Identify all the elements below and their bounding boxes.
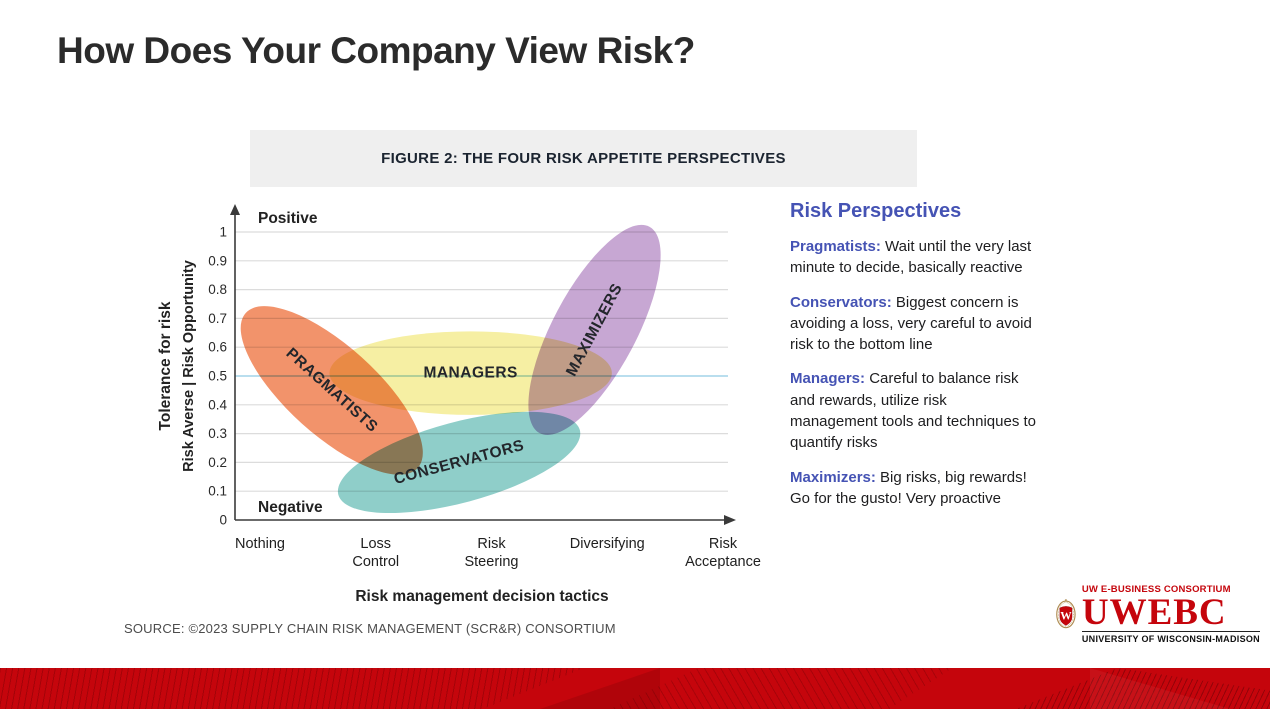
y-tick-label: 0.2 <box>208 455 227 470</box>
figure-banner: FIGURE 2: THE FOUR RISK APPETITE PERSPEC… <box>250 130 917 187</box>
logo-consortium-line: UW E-BUSINESS CONSORTIUM <box>1081 584 1231 596</box>
risk-perspectives-panel: Risk Perspectives Pragmatists: Wait unti… <box>790 200 1036 522</box>
perspective-term: Conservators: <box>790 293 892 311</box>
x-category-label: Risk Acceptance <box>685 536 761 570</box>
source-attribution: SOURCE: ©2023 SUPPLY CHAIN RISK MANAGEME… <box>124 621 616 636</box>
footer-pattern <box>0 668 585 709</box>
perspective-desc: Careful to balance risk and rewards, uti… <box>790 370 1036 452</box>
logo-text: UW E-BUSINESS CONSORTIUM UWEBC UNIVERSIT… <box>1081 584 1260 644</box>
uw-crest-icon: W <box>1056 599 1076 629</box>
x-category-label: Nothing <box>235 536 285 552</box>
perspective-managers: Managers: Careful to balance risk and re… <box>790 368 1036 453</box>
y-tick-label: 0.3 <box>208 426 227 441</box>
negative-label: Negative <box>258 499 323 516</box>
figure-banner-title: FIGURE 2: THE FOUR RISK APPETITE PERSPEC… <box>381 150 786 167</box>
y-axis-arrow <box>230 204 240 215</box>
y-tick-label: 0.9 <box>208 253 227 268</box>
x-category-label: Risk Steering <box>464 536 518 570</box>
y-tick-label: 0 <box>219 513 227 528</box>
perspective-maximizers: Maximizers: Big risks, big rewards! Go f… <box>790 467 1036 510</box>
x-axis-title: Risk management decision tactics <box>355 588 608 605</box>
perspective-desc: Biggest concern is avoiding a loss, very… <box>790 293 1032 354</box>
region-ellipse-pragmatists <box>240 306 423 475</box>
y-tick-label: 0.6 <box>208 340 227 355</box>
perspective-pragmatists: Pragmatists: Wait until the very last mi… <box>790 236 1036 279</box>
perspective-desc: Big risks, big rewards! Go for the gusto… <box>790 468 1027 507</box>
uwebc-logo: W UW E-BUSINESS CONSORTIUM UWEBC UNIVERS… <box>1056 575 1260 653</box>
perspective-term: Managers: <box>790 370 866 388</box>
perspective-desc: Wait until the very last minute to decid… <box>790 238 1032 277</box>
y-tick-label: 0.8 <box>208 282 227 297</box>
region-ellipse-maximizers <box>528 224 661 435</box>
y-axis-title: Tolerance for risk <box>157 301 174 430</box>
crest-letter: W <box>1060 610 1072 622</box>
x-axis-arrow <box>724 515 736 525</box>
region-ellipse-conservators <box>337 411 581 514</box>
perspective-term: Maximizers: <box>790 468 876 486</box>
y-tick-label: 0.4 <box>208 397 227 412</box>
logo-university-line: UNIVERSITY OF WISCONSIN-MADISON <box>1081 630 1260 644</box>
x-category-label: Diversifying <box>570 536 645 552</box>
panel-heading: Risk Perspectives <box>790 200 962 222</box>
y-tick-label: 0.1 <box>208 484 227 499</box>
perspective-term: Pragmatists: <box>790 238 881 255</box>
x-category-label: Loss Control <box>352 536 399 570</box>
logo-wordmark: UWEBC <box>1081 592 1227 634</box>
positive-label: Positive <box>258 210 318 227</box>
perspective-conservators: Conservators: Biggest concern is avoidin… <box>790 292 1036 356</box>
y-tick-label: 0.5 <box>208 369 227 384</box>
y-tick-label: 1 <box>219 225 227 240</box>
page-title: How Does Your Company View Risk? <box>57 30 695 71</box>
region-label-managers: MANAGERS <box>423 365 517 382</box>
footer-band <box>0 668 1270 709</box>
y-tick-label: 0.7 <box>208 311 227 326</box>
y-axis-subtitle: Risk Averse | Risk Opportunity <box>181 260 197 472</box>
